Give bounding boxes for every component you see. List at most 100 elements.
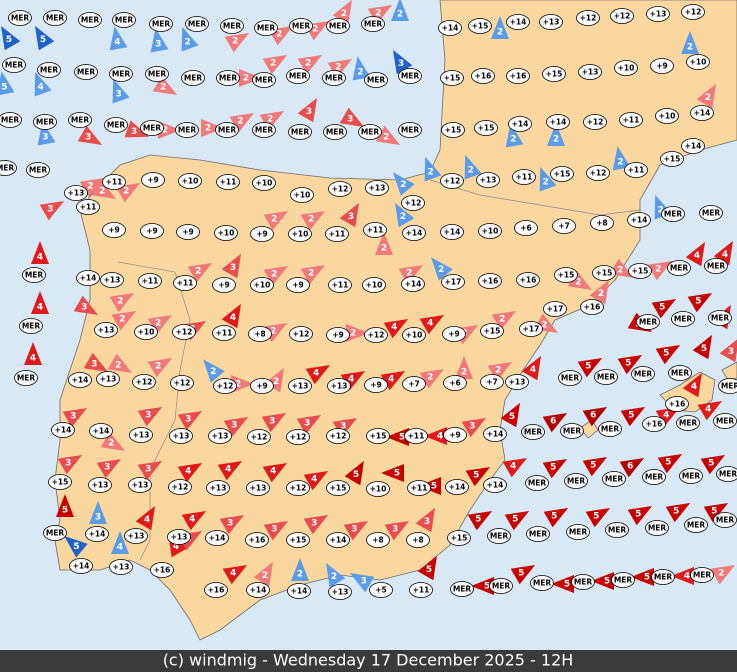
- station-marker: [68, 372, 92, 388]
- wind-force: 5: [564, 580, 570, 590]
- wind-force: 2: [350, 329, 356, 339]
- station-marker: [150, 562, 174, 578]
- station-label: +14: [93, 427, 110, 436]
- station-marker: [68, 112, 92, 128]
- station-marker: [169, 428, 193, 444]
- wind-arrow: [591, 572, 614, 590]
- wind-arrow: [620, 407, 646, 427]
- station-label: MER: [682, 472, 701, 481]
- wind-arrow: [424, 427, 447, 445]
- station-marker: [554, 267, 578, 283]
- station-label: +6: [449, 379, 461, 388]
- station-marker: [363, 222, 387, 238]
- wind-arrow: [577, 358, 603, 378]
- wind-arrow: [696, 83, 716, 109]
- wind-arrow: [502, 458, 528, 478]
- station-label: +9: [448, 330, 460, 339]
- wind-arrow: [491, 16, 509, 39]
- wind-arrow: [332, 0, 352, 25]
- station-marker: [438, 20, 462, 36]
- station-label: +16: [669, 400, 686, 409]
- station-marker: [286, 277, 310, 293]
- wind-force: 3: [116, 89, 122, 99]
- wind-force: 2: [543, 177, 549, 187]
- wind-arrow: [647, 261, 673, 281]
- station-label: +7: [558, 222, 570, 231]
- station-marker: [704, 258, 728, 274]
- station-label: +12: [290, 484, 307, 493]
- wind-arrow: [384, 521, 410, 541]
- wind-force: 4: [391, 323, 397, 333]
- wind-force: 5: [431, 482, 437, 492]
- wind-force: 2: [155, 319, 161, 329]
- station-marker: [246, 582, 270, 598]
- station-marker: [89, 423, 113, 439]
- wind-force: 5: [665, 458, 671, 468]
- station-label: +11: [408, 432, 425, 441]
- wind-force: 5: [475, 515, 481, 525]
- station-marker: [290, 187, 314, 203]
- wind-arrow: [710, 565, 736, 585]
- station-marker: [594, 369, 618, 385]
- wind-arrow: [465, 467, 491, 487]
- station-label: MER: [367, 76, 386, 85]
- station-label: MER: [654, 573, 673, 582]
- station-label: +15: [444, 74, 461, 83]
- wind-force: 2: [308, 269, 314, 279]
- wind-arrow: [262, 55, 288, 75]
- station-marker: [668, 365, 692, 381]
- station-label: +12: [405, 199, 422, 208]
- station-marker: [583, 114, 607, 130]
- station-label: +13: [212, 432, 229, 441]
- wind-force: 3: [145, 465, 151, 475]
- station-marker: [671, 311, 695, 327]
- wind-force: 5: [593, 512, 599, 522]
- wind-force: 4: [313, 369, 319, 379]
- station-marker: [172, 324, 196, 340]
- wind-arrow: [651, 299, 677, 319]
- station-label: +11: [367, 226, 384, 235]
- wind-force: 4: [437, 432, 443, 442]
- station-marker: [645, 520, 669, 536]
- wind-arrow: [100, 431, 126, 451]
- station-label: +11: [332, 281, 349, 290]
- station-label: +12: [587, 118, 604, 127]
- wind-force: 2: [276, 30, 282, 40]
- wind-force: 4: [691, 382, 697, 392]
- wind-arrow: [419, 369, 445, 389]
- station-marker: [550, 166, 574, 182]
- station-label: +14: [631, 216, 648, 225]
- wind-force: 2: [381, 244, 387, 254]
- wind-force: 2: [273, 377, 279, 387]
- wind-arrow: [147, 358, 173, 378]
- station-marker: [286, 68, 310, 84]
- station-marker: [289, 18, 313, 34]
- station-label: MER: [634, 370, 653, 379]
- wind-force: 4: [185, 467, 191, 477]
- station-label: +11: [80, 203, 97, 212]
- wind-arrow: [655, 407, 681, 427]
- station-marker: [8, 10, 32, 26]
- station-marker: [650, 58, 674, 74]
- wind-arrow: [349, 573, 375, 593]
- wind-arrow: [655, 345, 681, 365]
- station-marker: [88, 477, 112, 493]
- wind-arrow: [417, 555, 437, 581]
- wind-force: 3: [185, 415, 191, 425]
- station-label: MER: [670, 264, 689, 273]
- wind-force: 2: [705, 93, 711, 103]
- station-marker: [145, 66, 169, 82]
- station-label: MER: [529, 530, 548, 539]
- station-label: MER: [716, 516, 735, 525]
- wind-force: 3: [311, 519, 317, 529]
- station-marker: [175, 122, 199, 138]
- wind-arrow: [300, 265, 326, 285]
- station-marker: [287, 583, 311, 599]
- station-marker: [205, 530, 229, 546]
- station-marker: [0, 160, 17, 176]
- wind-force: 2: [461, 368, 467, 378]
- station-marker: [592, 265, 616, 281]
- station-marker: [22, 267, 46, 283]
- footer-bar: [0, 650, 737, 672]
- station-label: +15: [370, 432, 387, 441]
